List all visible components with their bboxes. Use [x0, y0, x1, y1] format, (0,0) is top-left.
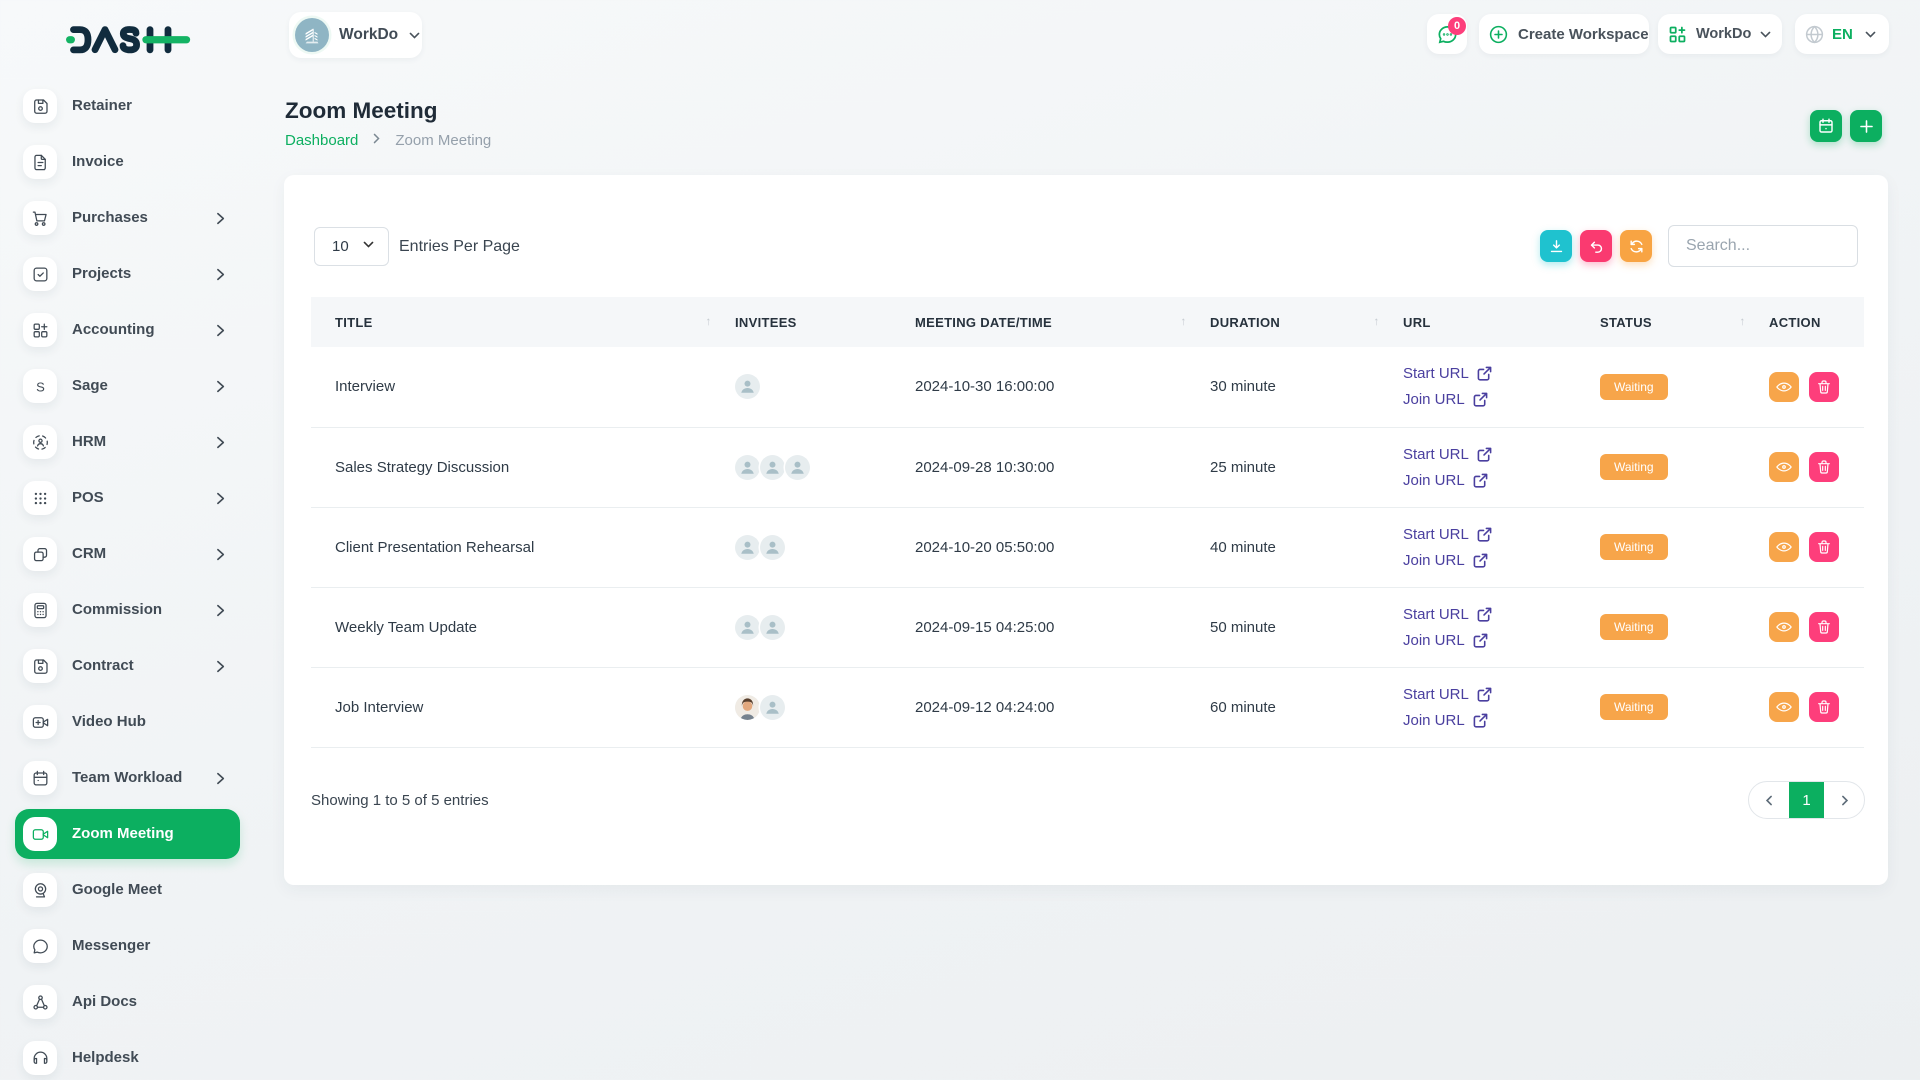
svg-text:S: S	[36, 379, 45, 394]
